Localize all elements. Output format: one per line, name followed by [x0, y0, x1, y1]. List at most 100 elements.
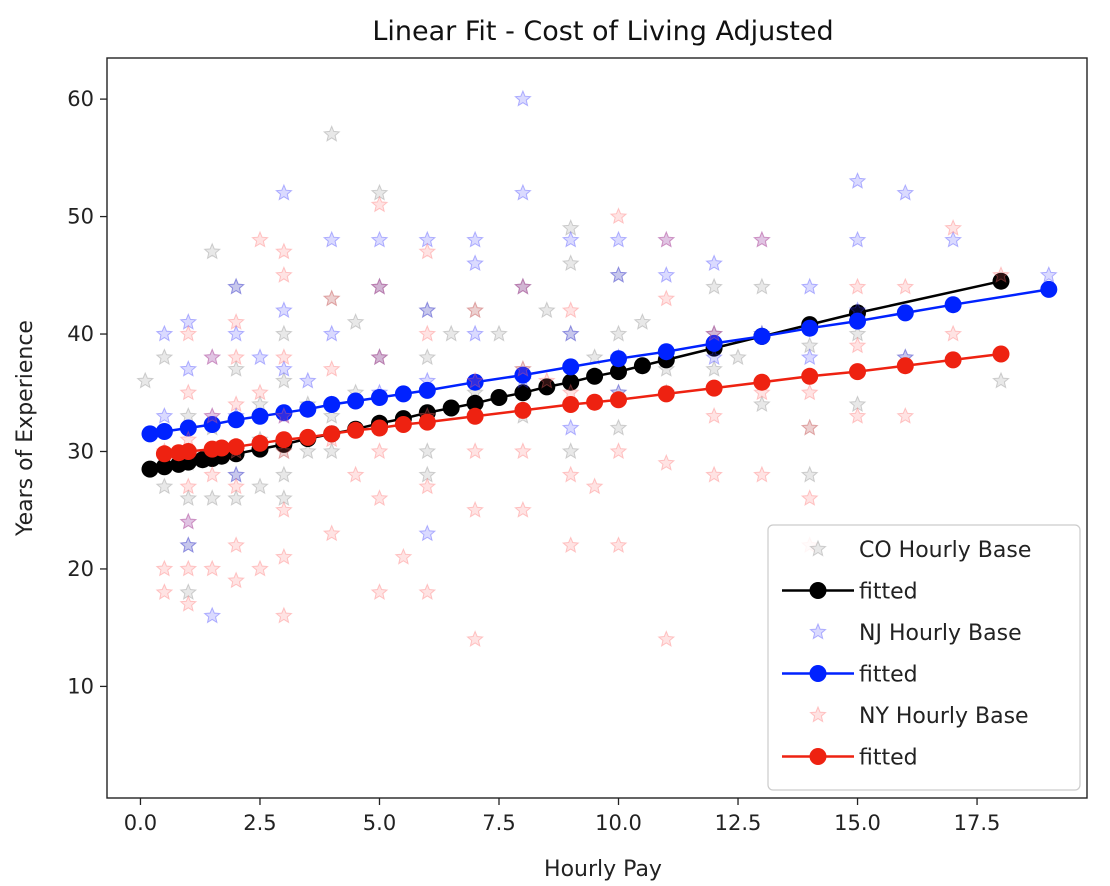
scatter-point [179, 559, 198, 577]
scatter-point [585, 477, 604, 495]
scatter-point [848, 336, 867, 354]
scatter-point [466, 254, 484, 272]
scatter-point [514, 359, 532, 377]
fitted-point [562, 373, 580, 391]
scatter-point [179, 359, 198, 377]
scatter-point [370, 230, 389, 248]
scatter-point [609, 265, 628, 283]
scatter-point [227, 536, 245, 553]
scatter-point [227, 277, 245, 295]
fitted-point [442, 399, 460, 417]
scatter-point [394, 547, 413, 565]
legend-item: NY Hourly Base [809, 704, 1029, 729]
scatter-point [561, 254, 580, 272]
scatter-point [370, 277, 389, 295]
legend-label: NY Hourly Base [859, 704, 1029, 729]
scatter-point [322, 524, 341, 542]
scatter-point [275, 500, 293, 518]
fitted-point [514, 401, 532, 419]
fitted-point [394, 416, 412, 433]
fitted-point [418, 413, 436, 431]
scatter-point [418, 477, 437, 495]
fitted-point [896, 304, 914, 322]
scatter-point [203, 348, 222, 366]
scatter-point [633, 312, 652, 330]
fitted-point [801, 319, 819, 337]
scatter-point [251, 348, 269, 366]
scatter-point [848, 407, 867, 424]
scatter-point [346, 465, 365, 483]
scatter-point [155, 324, 174, 342]
scatter-point [322, 289, 341, 307]
legend-label: fitted [859, 663, 918, 688]
y-axis: 10 20 30 40 50 60 [67, 87, 107, 698]
scatter-point [251, 230, 269, 248]
scatter-point [275, 407, 293, 424]
scatter-point [179, 536, 198, 553]
scatter-point [609, 207, 628, 225]
scatter-point [275, 301, 293, 319]
scatter-point [705, 465, 723, 483]
scatter-point [179, 383, 198, 401]
y-tick-label: 10 [67, 674, 94, 698]
x-tick-label: 17.5 [954, 811, 1001, 835]
fitted-point [849, 312, 866, 330]
y-tick-label: 60 [67, 87, 94, 111]
scatter-point [322, 124, 341, 142]
scatter-point [251, 559, 269, 577]
scatter-point [609, 536, 628, 553]
scatter-point [514, 442, 532, 460]
fitted-point [299, 428, 317, 446]
scatter-point [537, 301, 556, 319]
legend-marker [809, 665, 827, 682]
fitted-point [466, 373, 484, 391]
scatter-point [370, 583, 389, 600]
legend-item: NJ Hourly Base [809, 621, 1022, 646]
scatter-point [275, 324, 293, 342]
fitted-point [657, 343, 675, 361]
legend-item: fitted [782, 580, 918, 605]
scatter-point [227, 359, 245, 377]
x-tick-label: 10.0 [595, 811, 642, 835]
scatter-point [896, 183, 915, 201]
scatter-point [298, 442, 317, 460]
scatter-point [609, 442, 628, 460]
scatter-point [418, 465, 437, 483]
scatter-point [561, 301, 580, 319]
scatter-point [155, 348, 174, 366]
scatter-point [729, 348, 747, 366]
fitted-point [705, 379, 723, 397]
scatter-point [944, 230, 963, 248]
scatter-point [418, 348, 437, 366]
scatter-point [537, 371, 556, 389]
x-tick-label: 7.5 [482, 811, 515, 835]
fitted-point [657, 385, 675, 403]
fitted-point [586, 367, 604, 385]
scatter-point [298, 371, 317, 389]
fitted-point [992, 345, 1010, 363]
scatter-point [561, 442, 580, 460]
scatter-point [370, 277, 389, 295]
scatter-point [275, 183, 293, 201]
scatter-point [203, 348, 222, 366]
scatter-point [322, 230, 341, 248]
fitted-point [227, 411, 245, 429]
scatter-point [370, 195, 389, 213]
fitted-point [610, 391, 627, 409]
scatter-point [466, 324, 484, 342]
fitted-point [538, 378, 556, 396]
fitted-point [251, 434, 269, 452]
scatter-point [418, 242, 437, 260]
legend-item: CO Hourly Base [809, 538, 1031, 563]
scatter-point [800, 489, 819, 506]
scatter-point [275, 359, 293, 377]
scatter-point [705, 324, 723, 342]
scatter-point [848, 230, 867, 248]
scatter-point [609, 418, 628, 436]
scatter-point [179, 312, 198, 330]
legend-item: fitted [782, 746, 918, 771]
series-4 [155, 195, 1010, 647]
scatter-point [944, 324, 963, 342]
x-tick-label: 2.5 [243, 811, 276, 835]
